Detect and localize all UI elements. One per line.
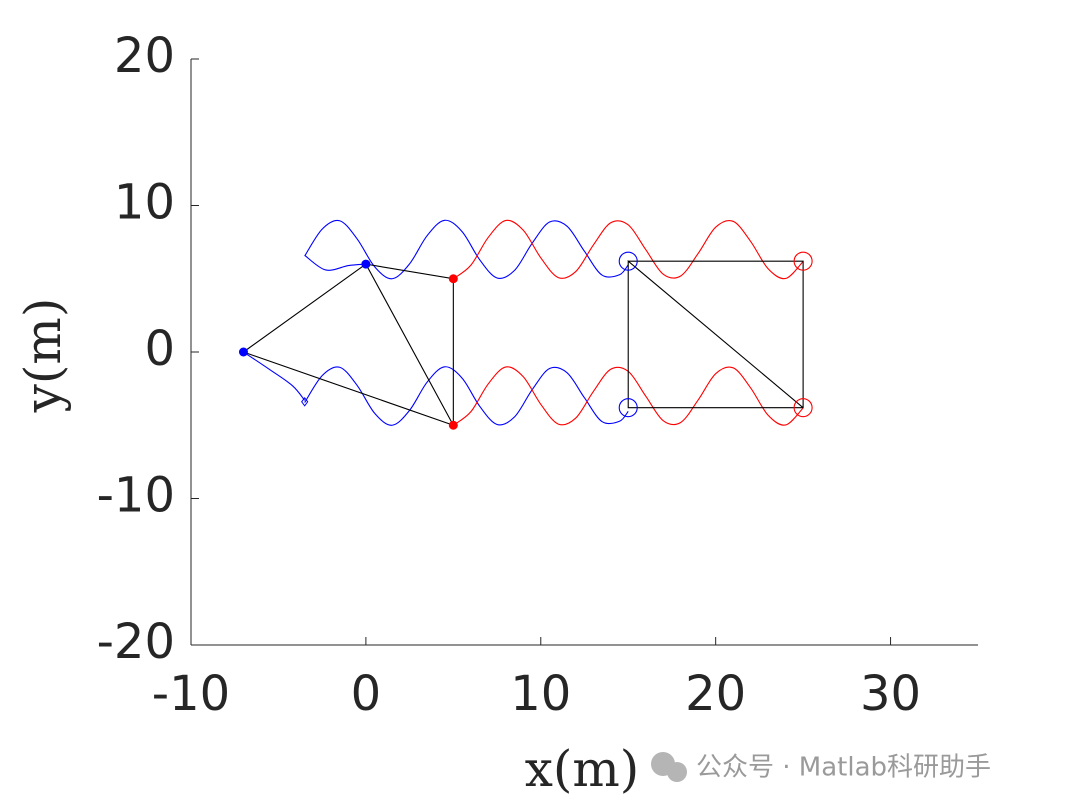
watermark-text: 公众号 · Matlab科研助手 (696, 753, 991, 783)
point-marker (448, 420, 458, 430)
point-marker (793, 398, 813, 418)
x-axis-label: x(m) (525, 740, 640, 798)
x-tick-label: 30 (860, 666, 921, 722)
point-marker (618, 251, 638, 271)
y-tick-label: -20 (97, 614, 175, 670)
series-line (243, 351, 306, 401)
x-tick-label: 20 (685, 666, 746, 722)
watermark: 公众号 · Matlab科研助手 (651, 752, 991, 783)
x-tick-label: 0 (351, 666, 382, 722)
series-line (243, 263, 454, 427)
point-marker (301, 396, 309, 407)
series-line (304, 219, 629, 280)
x-tick-label: -10 (152, 666, 230, 722)
y-axis-label: y(m) (14, 298, 72, 414)
x-tick-label: 10 (510, 666, 571, 722)
point-marker (793, 251, 813, 271)
point-marker (448, 274, 458, 284)
point-marker (238, 347, 248, 357)
y-tick-label: -10 (97, 468, 175, 524)
point-marker (361, 259, 371, 269)
series-line (304, 366, 629, 426)
point-marker (618, 398, 638, 418)
y-tick-label: 0 (144, 321, 175, 377)
y-tick-label: 10 (114, 175, 175, 231)
watermark-icon (667, 762, 687, 782)
y-tick-label: 20 (114, 28, 175, 84)
series-line (452, 219, 804, 280)
series-line (304, 254, 366, 271)
series-line (627, 259, 804, 409)
